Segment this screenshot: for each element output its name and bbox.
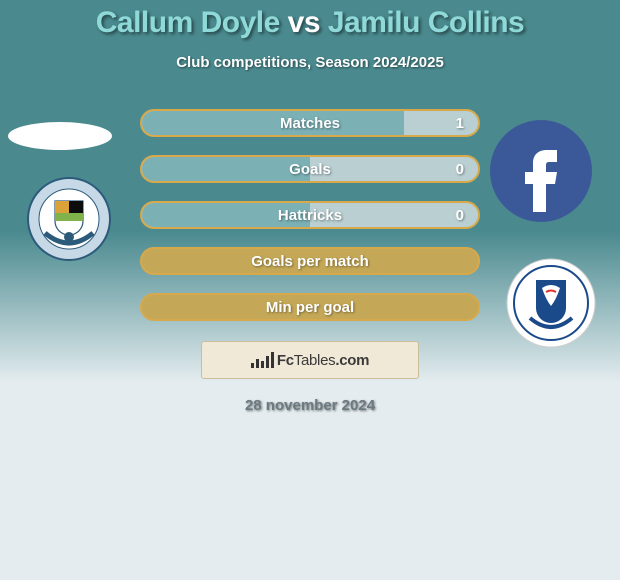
stat-value-right: 0 xyxy=(456,207,464,224)
bar-chart-icon xyxy=(251,352,274,368)
subtitle: Club competitions, Season 2024/2025 xyxy=(176,54,444,71)
club-left-crest-icon xyxy=(27,177,111,261)
title-vs: vs xyxy=(280,6,328,39)
title-player1: Callum Doyle xyxy=(96,6,280,39)
brand-footer-box: FcTables.com xyxy=(201,341,419,379)
stat-row: Hattricks 0 xyxy=(140,201,480,229)
club-left-logo xyxy=(18,168,120,270)
stat-label: Goals xyxy=(289,161,331,178)
stat-value-right: 1 xyxy=(456,115,464,132)
stat-fill xyxy=(142,157,310,181)
stat-label: Min per goal xyxy=(266,299,354,316)
page-title: Callum Doyle vs Jamilu Collins xyxy=(96,6,525,40)
brand-part3: .com xyxy=(335,352,369,369)
stats-panel: Matches 1 Goals 0 Hattricks 0 Goals per match M… xyxy=(140,109,480,321)
brand-text: FcTables.com xyxy=(277,352,369,369)
stat-row: Min per goal xyxy=(140,293,480,321)
stat-row: Goals 0 xyxy=(140,155,480,183)
stat-value-right: 0 xyxy=(456,161,464,178)
stat-label: Goals per match xyxy=(251,253,369,270)
stat-label: Matches xyxy=(280,115,340,132)
brand-part1: Fc xyxy=(277,352,294,369)
stat-row: Goals per match xyxy=(140,247,480,275)
stat-row: Matches 1 xyxy=(140,109,480,137)
club-right-crest-icon xyxy=(506,258,596,348)
facebook-icon xyxy=(490,120,592,222)
player-right-avatar xyxy=(490,120,592,222)
player-left-avatar xyxy=(8,122,112,150)
brand-part2: Tables xyxy=(294,352,336,369)
title-player2: Jamilu Collins xyxy=(328,6,524,39)
club-right-logo xyxy=(500,252,602,354)
stat-label: Hattricks xyxy=(278,207,342,224)
footer-date: 28 november 2024 xyxy=(245,397,375,414)
stat-fill xyxy=(142,111,404,135)
